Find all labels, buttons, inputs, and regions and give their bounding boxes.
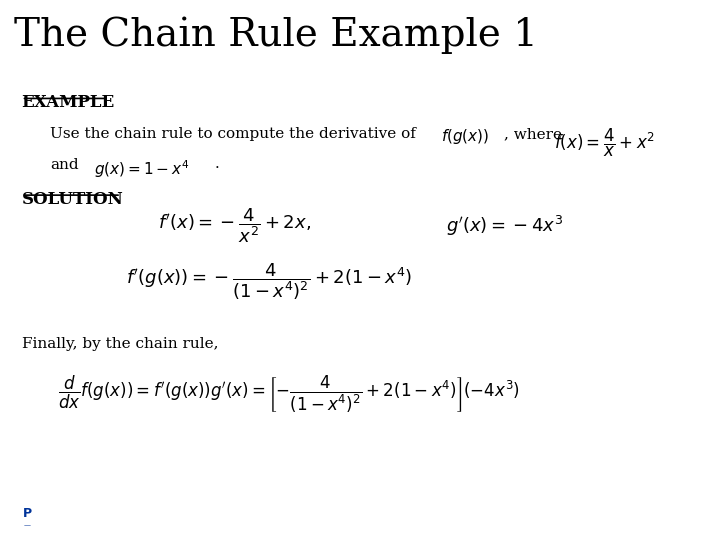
Text: Slide 18: Slide 18: [641, 508, 698, 522]
Text: EXAMPLE: EXAMPLE: [22, 94, 115, 111]
Text: , where: , where: [504, 127, 562, 141]
Text: $f^{\prime}(x)=-\dfrac{4}{x^2}+2x,$: $f^{\prime}(x)=-\dfrac{4}{x^2}+2x,$: [158, 207, 312, 245]
Text: Copyright © 2018, 2014, 2010 Pearson Education Inc.: Copyright © 2018, 2014, 2010 Pearson Edu…: [257, 521, 463, 530]
Text: SOLUTION: SOLUTION: [22, 191, 123, 208]
Circle shape: [0, 509, 110, 521]
Text: $g(x)=1-x^4$: $g(x)=1-x^4$: [94, 158, 189, 180]
Text: —: —: [24, 522, 31, 529]
Text: .: .: [215, 157, 220, 171]
Text: Pearson: Pearson: [68, 508, 119, 521]
Text: Finally, by the chain rule,: Finally, by the chain rule,: [22, 337, 218, 351]
Text: P: P: [23, 507, 32, 520]
Text: Use the chain rule to compute the derivative of: Use the chain rule to compute the deriva…: [50, 127, 421, 141]
Text: The Chain Rule Example 1: The Chain Rule Example 1: [14, 16, 539, 54]
Text: $f^{\prime}(g(x))=-\dfrac{4}{(1-x^4)^2}+2(1-x^4)$: $f^{\prime}(g(x))=-\dfrac{4}{(1-x^4)^2}+…: [126, 261, 412, 302]
Text: and: and: [50, 158, 79, 172]
Text: Goldstein/Schneider/Lay/Asmar, Calculus and Its Applications, 14e: Goldstein/Schneider/Lay/Asmar, Calculus …: [210, 502, 510, 511]
Text: $f(x)=\dfrac{4}{x}+x^2$: $f(x)=\dfrac{4}{x}+x^2$: [554, 127, 655, 159]
Text: $g^{\prime}(x)=-4x^3$: $g^{\prime}(x)=-4x^3$: [446, 214, 563, 238]
Text: $\dfrac{d}{dx}f(g(x))=f^{\prime}(g(x))g^{\prime}(x)=\left[-\dfrac{4}{(1-x^4)^2}+: $\dfrac{d}{dx}f(g(x))=f^{\prime}(g(x))g^…: [58, 374, 520, 415]
Text: $f(g(x))$: $f(g(x))$: [441, 127, 490, 146]
